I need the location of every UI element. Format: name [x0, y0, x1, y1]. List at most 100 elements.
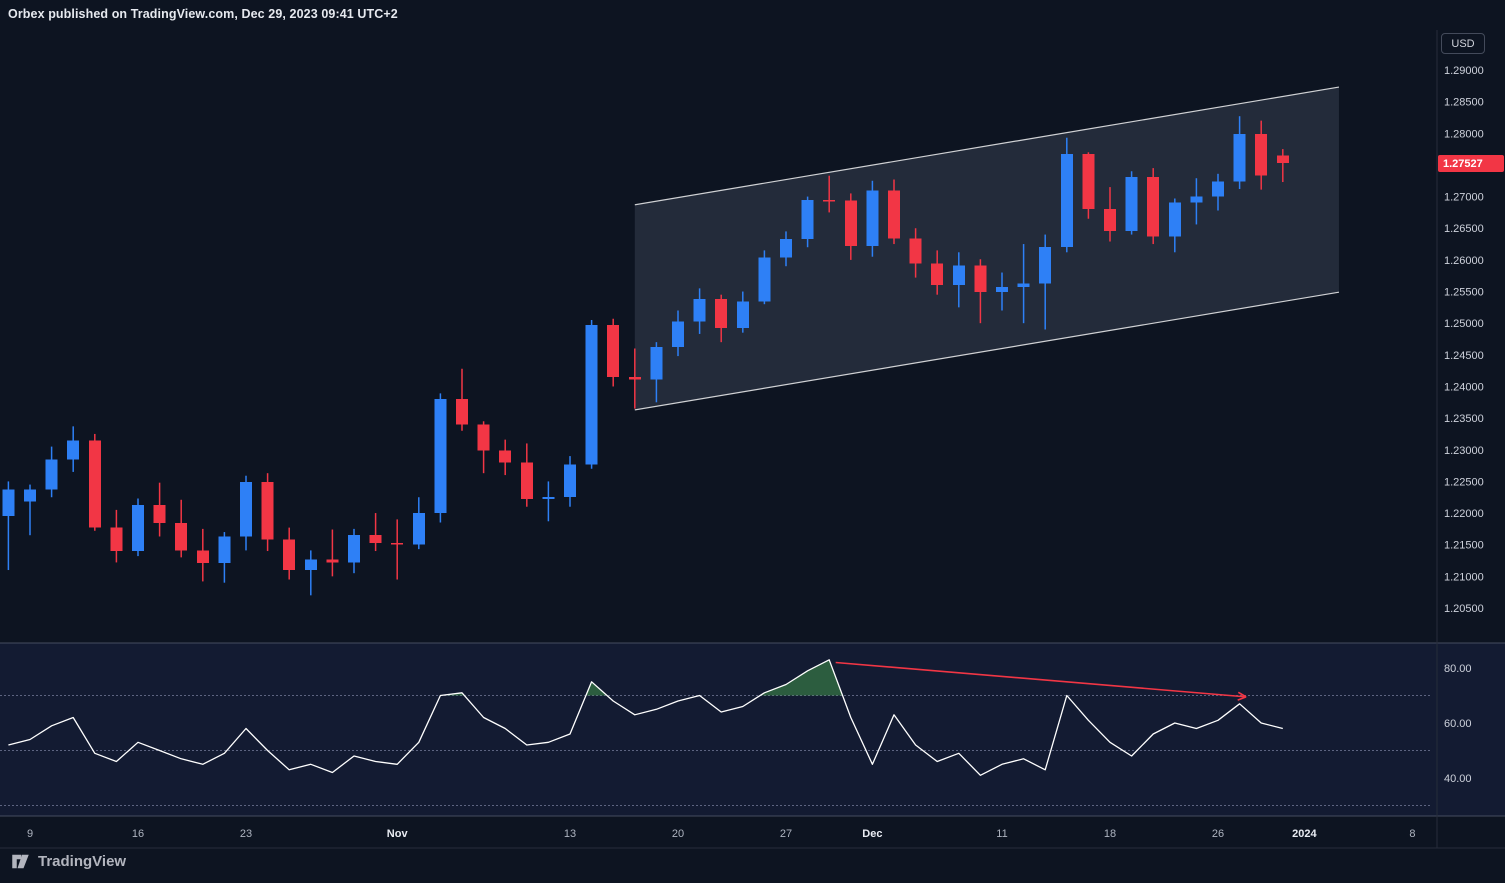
divergence-arrow[interactable] [835, 661, 1247, 698]
candle-body [585, 325, 598, 465]
time-axis-label: 26 [1212, 828, 1224, 840]
candle-body [283, 539, 296, 571]
ascending-channel-upper-line[interactable] [634, 86, 1340, 206]
candle-body [132, 504, 144, 552]
candle-body [693, 299, 706, 322]
time-axis-label: 2024 [1292, 828, 1317, 840]
candle-body [931, 263, 944, 286]
candle-body [153, 504, 166, 524]
time-axis-label: 13 [564, 828, 576, 840]
rsi-axis-label: 80.00 [1444, 663, 1472, 675]
time-axis-label: 8 [1409, 828, 1415, 840]
currency-unit-button[interactable]: USD [1441, 33, 1485, 54]
price-axis-label: 1.20500 [1444, 603, 1484, 615]
candle-body [196, 550, 209, 564]
price-axis-label: 1.22500 [1444, 476, 1484, 488]
price-axis-label: 1.23000 [1444, 445, 1484, 457]
candle-body [45, 459, 58, 490]
candle-body [1168, 202, 1181, 237]
candle-body [1039, 247, 1052, 284]
price-axis-label: 1.21500 [1444, 540, 1484, 552]
candle-body [888, 190, 900, 239]
candle-body [261, 482, 274, 540]
candle-body [1060, 154, 1073, 248]
candle-body [24, 489, 36, 502]
candle-body [391, 542, 404, 545]
rsi-axis-label: 60.00 [1444, 718, 1472, 730]
candle-body [736, 301, 749, 329]
candle-body [2, 489, 15, 517]
candle-body [650, 347, 663, 380]
price-axis-label: 1.27000 [1444, 192, 1484, 204]
candle-body [348, 535, 360, 563]
candle-body [542, 497, 555, 500]
candle-body [974, 265, 987, 293]
price-axis-label: 1.26500 [1444, 223, 1484, 235]
divergence-arrow-head [1237, 691, 1247, 698]
candle-body [758, 257, 771, 302]
candle-body [434, 399, 447, 514]
tradingview-logo-icon[interactable] [10, 851, 31, 872]
price-axis-label: 1.25000 [1444, 318, 1484, 330]
time-axis-label: 27 [780, 828, 792, 840]
candle-body [996, 287, 1008, 293]
time-axis-label: 9 [27, 828, 33, 840]
candle-body [1212, 181, 1224, 197]
last-price-badge: 1.27527 [1438, 155, 1504, 172]
candle-body [952, 265, 965, 286]
candle-body [1147, 176, 1160, 237]
time-axis-label: 11 [996, 828, 1007, 840]
candle-body [801, 199, 814, 239]
rsi-overbought-fill [585, 681, 607, 696]
candle-body [672, 321, 684, 348]
candle-body [88, 440, 101, 528]
candle-body [1233, 133, 1246, 182]
candle-body [240, 482, 252, 537]
ascending-channel-lower-line[interactable] [634, 291, 1340, 411]
candle-body [1082, 154, 1095, 210]
candle-body [1017, 283, 1030, 288]
divergence-arrow-head [1237, 696, 1247, 701]
ascending-channel-fill [634, 87, 1339, 410]
price-axis-label: 1.23500 [1444, 413, 1484, 425]
candle-body [844, 200, 857, 246]
price-axis-label: 1.24500 [1444, 350, 1484, 362]
tradingview-logo-text[interactable]: TradingView [38, 853, 127, 870]
candle-body [175, 523, 188, 551]
price-axis-label: 1.25500 [1444, 287, 1484, 299]
tradingview-branding[interactable]: TradingView [10, 851, 126, 872]
candle-body [1255, 133, 1268, 176]
price-axis-label: 1.22000 [1444, 508, 1484, 520]
candle-body [1104, 209, 1116, 231]
candle-body [304, 559, 317, 571]
time-axis-label: 20 [672, 828, 684, 840]
candle-body [326, 559, 339, 563]
candle-body [866, 190, 879, 246]
price-axis-label: 1.21000 [1444, 571, 1484, 583]
candle-body [499, 450, 512, 463]
candle-body [110, 527, 123, 552]
candle-body [67, 440, 80, 460]
time-axis-label: 18 [1104, 828, 1116, 840]
rsi-axis-label: 40.00 [1444, 773, 1472, 785]
time-axis-label: 23 [240, 828, 252, 840]
candle-body [715, 299, 728, 329]
price-axis-label: 1.28000 [1444, 128, 1484, 140]
candle-body [1190, 196, 1203, 203]
time-axis-label: Nov [387, 828, 409, 840]
price-axis-label: 1.28500 [1444, 97, 1484, 109]
candle-body [909, 238, 922, 264]
candle-body [1125, 176, 1138, 231]
time-axis-label: 16 [132, 828, 144, 840]
attribution-text: Orbex published on TradingView.com, Dec … [8, 7, 398, 21]
candle-body [780, 238, 792, 258]
candle-body [628, 376, 641, 380]
candle-body [520, 462, 533, 500]
price-axis-label: 1.24000 [1444, 381, 1484, 393]
candle-body [564, 464, 576, 498]
candle-body [477, 424, 490, 451]
candle-body [456, 399, 468, 425]
candle-body [607, 325, 620, 377]
candle-body [369, 535, 382, 543]
